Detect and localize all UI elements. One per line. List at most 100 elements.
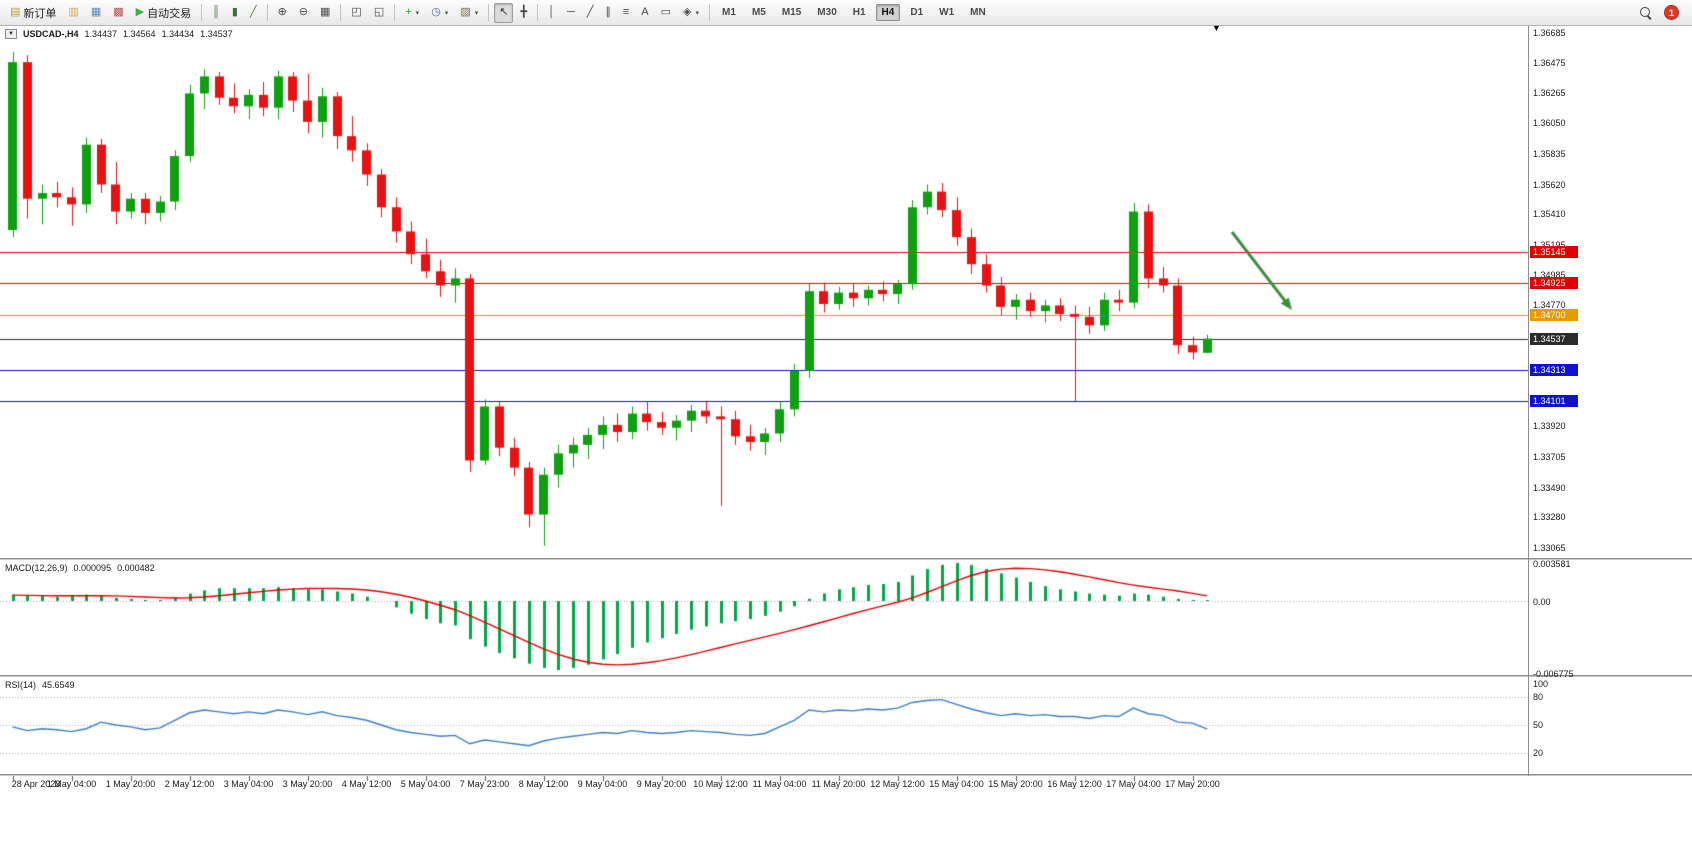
rsi-axis-label: 20 (1533, 748, 1544, 759)
data-window-icon: ▦ (90, 6, 102, 18)
timeframe-d1-button[interactable]: D1 (910, 7, 924, 18)
zoom-out-icon: ⊖ (298, 6, 309, 18)
time-axis-label: 11 May 20:00 (811, 779, 866, 789)
time-axis-label: 11 May 04:00 (752, 779, 807, 789)
price-axis-label: 1.36685 (1533, 28, 1566, 38)
indicator-plus-icon: + (405, 6, 412, 18)
templates-button[interactable]: ▨ ▾ (455, 3, 483, 23)
play-icon: ▶ (135, 6, 145, 18)
horizontal-line-button[interactable]: ─ (562, 3, 580, 23)
macd-axis-label: 0.003581 (1533, 559, 1571, 569)
price-axis-label: 1.34770 (1533, 300, 1566, 311)
price-axis-label: 1.34985 (1533, 269, 1566, 280)
search-button[interactable] (1635, 3, 1657, 23)
price-axis-label: 1.35620 (1533, 179, 1566, 190)
chart-collapse-button[interactable]: ▼ (5, 29, 17, 39)
zoom-out-button[interactable]: ⊖ (294, 3, 313, 23)
crosshair-button[interactable]: ╋ (515, 3, 532, 23)
arrange-windows-icon: ◱ (373, 6, 385, 18)
panel-separator-macd-rsi[interactable] (0, 675, 1692, 677)
time-axis-label: 8 May 12:00 (518, 779, 569, 789)
price-axis-border (1528, 26, 1529, 776)
auto-trading-button[interactable]: ▶ 自动交易 (131, 3, 196, 23)
indicators-button[interactable]: + ▾ (400, 3, 424, 23)
rsi-indicator-label: RSI(14) 45.6549 (5, 680, 75, 690)
candlestick-icon: ▮ (231, 6, 238, 18)
shapes-button[interactable]: ◈ ▾ (678, 3, 704, 23)
periods-button[interactable]: ◷ ▾ (426, 3, 453, 23)
timeframe-h4-button[interactable]: H4 (875, 4, 901, 21)
time-axis-label: 1 May 20:00 (105, 779, 156, 789)
rsi-axis-label: 80 (1533, 691, 1544, 702)
rsi-axis-label: 50 (1533, 720, 1544, 730)
zoom-in-button[interactable]: ⊕ (273, 3, 292, 23)
timeframe-m5-button[interactable]: M5 (751, 7, 766, 18)
time-axis-label: 15 May 04:00 (929, 779, 984, 789)
candlestick-chart-button[interactable]: ▮ (227, 3, 243, 23)
zoom-in-icon: ⊕ (277, 6, 287, 18)
toolbar-separator (201, 4, 203, 21)
line-chart-icon: ╱ (249, 6, 257, 18)
timeframe-m15-button[interactable]: M15 (781, 7, 802, 18)
timeframe-m1-button[interactable]: M1 (722, 7, 736, 18)
cascade-windows-button[interactable]: ◰ (346, 3, 366, 23)
panel-separator-main-macd[interactable] (0, 558, 1692, 560)
toolbar-separator (709, 4, 711, 21)
line-chart-button[interactable]: ╱ (245, 3, 262, 23)
macd-indicator-label: MACD(12,26,9) 0.000095 0.000482 (5, 563, 155, 573)
new-order-button-label: 新订单 (23, 7, 57, 20)
clock-icon: ◷ (431, 6, 441, 18)
macd-axis-label: 0.00 (1533, 597, 1551, 607)
price-chart-canvas[interactable] (0, 26, 1692, 858)
timeframe-m30-button[interactable]: M30 (817, 7, 837, 18)
macd-name: MACD(12,26,9) (5, 563, 68, 573)
cursor-icon: ↖ (499, 6, 509, 18)
channel-button[interactable]: ∥ (600, 3, 616, 23)
market-watch-icon: ▥ (68, 6, 79, 18)
tile-windows-button[interactable]: ▦ (315, 3, 335, 23)
vertical-line-button[interactable]: │ (543, 3, 560, 23)
bar-chart-icon: ║ (212, 6, 220, 18)
horizontal-line-icon: ─ (566, 6, 575, 18)
time-axis-label: 9 May 20:00 (636, 779, 687, 789)
chart-open-value: 1.34437 (84, 29, 118, 39)
time-axis-label: 5 May 04:00 (400, 779, 451, 789)
fibonacci-button[interactable]: ≡ (618, 3, 634, 23)
chart-low-value: 1.34434 (161, 29, 195, 39)
time-axis-label: 12 May 12:00 (870, 779, 925, 789)
price-level-badge: 1.34700 (1530, 309, 1578, 322)
trendline-icon: ╱ (586, 6, 594, 18)
chart-shift-marker[interactable]: ▼ (1212, 23, 1221, 33)
time-axis-label: 2 May 12:00 (164, 779, 215, 789)
fibonacci-icon: ≡ (622, 6, 630, 18)
timeframe-h1-button[interactable]: H1 (852, 7, 866, 18)
timeframe-mn-button[interactable]: MN (970, 7, 986, 18)
cursor-button[interactable]: ↖ (494, 2, 514, 23)
text-button[interactable]: A (636, 3, 653, 23)
price-axis-label: 1.36265 (1533, 87, 1566, 98)
time-axis-label: 16 May 12:00 (1047, 779, 1102, 789)
price-axis-label: 1.33705 (1533, 451, 1566, 462)
data-window-button[interactable]: ▦ (86, 3, 106, 23)
trendline-button[interactable]: ╱ (582, 3, 599, 23)
time-axis-label: 28 Apr 2023 (11, 779, 61, 789)
text-label-button[interactable]: ▭ (656, 3, 676, 23)
price-axis-label: 1.36050 (1533, 118, 1566, 129)
price-level-badge: 1.34313 (1530, 364, 1578, 377)
toolbar-separator (488, 4, 490, 21)
price-level-badge: 1.34101 (1530, 394, 1578, 407)
crosshair-icon: ╋ (520, 6, 528, 18)
toolbar-right-group: 1 (1635, 3, 1687, 23)
arrange-windows-button[interactable]: ◱ (369, 3, 389, 23)
price-level-badge: 1.34925 (1530, 277, 1578, 290)
time-axis-label: 3 May 20:00 (282, 779, 333, 789)
new-order-button[interactable]: ▤ 新订单 (5, 3, 61, 23)
bar-chart-button[interactable]: ║ (207, 3, 225, 23)
timeframe-w1-button[interactable]: W1 (939, 7, 955, 18)
shapes-icon: ◈ (683, 6, 692, 18)
price-axis-label: 1.33920 (1533, 421, 1566, 432)
market-watch-button[interactable]: ▥ (63, 3, 83, 23)
chart-symbol-period: USDCAD-,H4 (22, 29, 79, 39)
macd-signal-value: 0.000482 (117, 563, 155, 573)
terminal-button[interactable]: ▩ (108, 3, 128, 23)
